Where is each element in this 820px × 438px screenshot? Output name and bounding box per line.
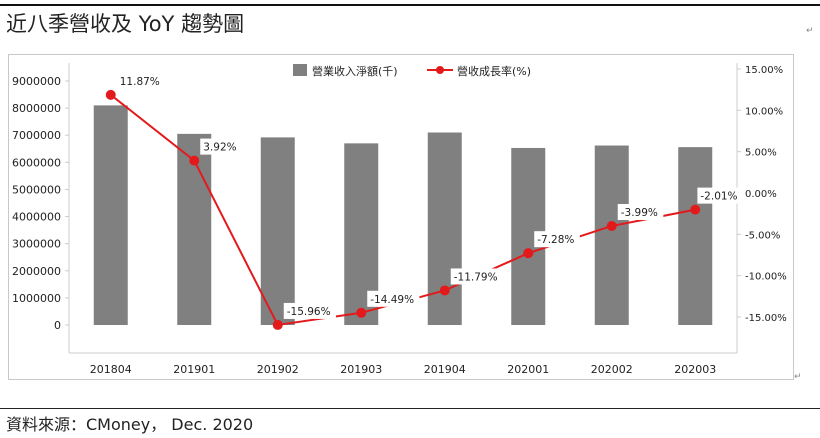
data-label: 11.87% (120, 76, 160, 88)
data-label-bg (200, 138, 240, 155)
data-label-bg (283, 302, 336, 319)
y-left-tick-label: 5000000 (12, 183, 61, 196)
source-note: 資料來源：CMoney， Dec. 2020 (6, 415, 254, 434)
data-label-bg (367, 290, 420, 307)
data-label-bg (116, 72, 163, 89)
y-left-tick-label: 6000000 (12, 156, 61, 169)
data-label: -2.01% (700, 191, 737, 203)
top-rule (0, 4, 820, 6)
growth-rate-point (690, 204, 701, 215)
data-label: -3.99% (621, 207, 658, 219)
revenue-bar (260, 137, 295, 325)
legend-line-label: 營收成長率(%) (457, 64, 531, 78)
data-label-bg (450, 268, 503, 285)
growth-rate-point (356, 307, 367, 318)
paragraph-mark: ↵ (806, 26, 814, 36)
revenue-bar (93, 105, 128, 326)
y-right-tick-label: -10.00% (745, 272, 787, 283)
growth-rate-point (439, 285, 450, 296)
y-left-tick-label: 4000000 (12, 211, 61, 224)
legend-bar-swatch (293, 64, 307, 76)
revenue-bar (177, 133, 212, 325)
data-label-bg (534, 231, 580, 248)
y-left-tick-label: 1000000 (12, 292, 61, 305)
data-label-bg (617, 203, 664, 220)
chart-svg: 0 1000000 2000000 3000000 4000000 5000000 6000… (12, 63, 787, 376)
bottom-rule (0, 408, 820, 409)
y-right-tick-label: -5.00% (745, 230, 780, 241)
paragraph-mark: ↵ (794, 372, 802, 382)
data-label: 3.92% (203, 142, 236, 154)
data-label-bg (697, 187, 743, 204)
y-left-tick-label: 9000000 (12, 75, 61, 88)
data-label: -14.49% (370, 294, 414, 306)
revenue-bar (678, 147, 713, 325)
x-tick-label: 202003 (674, 363, 716, 376)
x-tick-label: 201902 (257, 363, 299, 376)
page-title: 近八季營收及 YoY 趨勢圖 (6, 12, 245, 36)
y-right-tick-label: 0.00% (745, 189, 777, 200)
x-tick-label: 201901 (173, 363, 215, 376)
growth-rate-point (523, 248, 534, 259)
legend-bar-label: 營業收入淨額(千) (312, 64, 398, 78)
revenue-bar (427, 132, 462, 325)
y-left-tick-label: 2000000 (12, 265, 61, 278)
x-tick-label: 202001 (507, 363, 549, 376)
y-right-tick-label: 15.00% (745, 65, 783, 76)
data-label: -11.79% (454, 271, 498, 283)
data-label: -7.28% (537, 234, 574, 246)
x-tick-label: 201903 (340, 363, 382, 376)
y-left-tick-label: 3000000 (12, 238, 61, 251)
x-tick-label: 201904 (424, 363, 466, 376)
y-left-tick-label: 7000000 (12, 129, 61, 142)
growth-rate-point (606, 220, 617, 231)
growth-rate-point (189, 155, 200, 166)
y-right-tick-label: 10.00% (745, 106, 783, 117)
x-tick-label: 202002 (591, 363, 633, 376)
y-right-tick-label: 5.00% (745, 148, 777, 159)
x-tick-label: 201804 (90, 363, 132, 376)
revenue-bar (594, 145, 629, 325)
y-left-tick-label: 8000000 (12, 102, 61, 115)
data-label: -15.96% (287, 306, 331, 318)
growth-rate-point (272, 319, 283, 330)
growth-rate-point (105, 89, 116, 100)
y-right-tick-label: -15.00% (745, 313, 787, 324)
chart-frame: 0 1000000 2000000 3000000 4000000 5000000 6000… (8, 54, 794, 380)
legend-line-marker (436, 66, 444, 74)
y-left-tick-label: 0 (54, 319, 61, 332)
